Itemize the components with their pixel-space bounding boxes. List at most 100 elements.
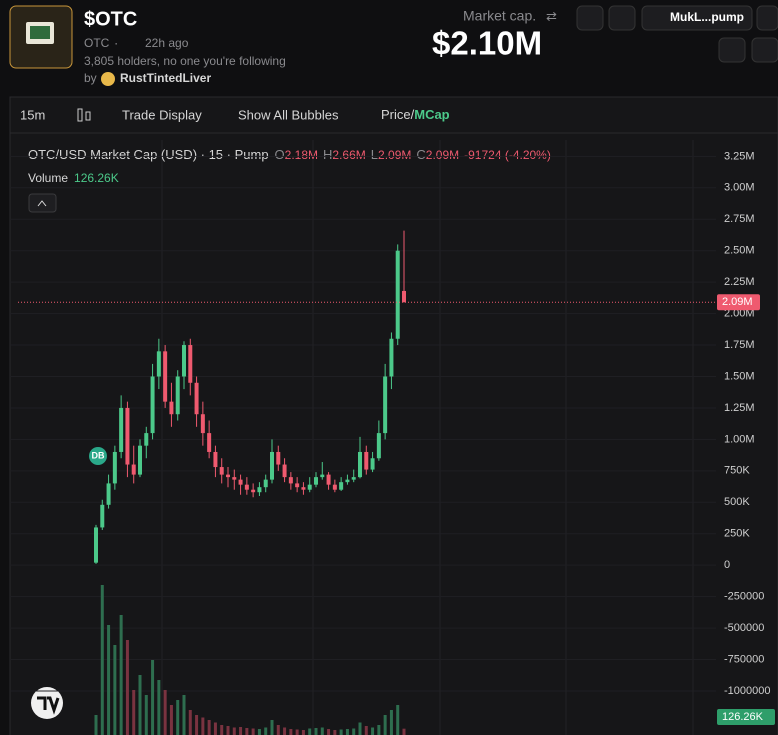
legend-o-label: O: [275, 147, 285, 162]
candle-body: [395, 250, 400, 339]
candle-body: [257, 487, 262, 493]
candle-icon[interactable]: [77, 108, 83, 122]
candle-body: [150, 376, 155, 434]
y-tick-label: 1.25M: [724, 402, 755, 414]
mcap-toggle: MCap: [414, 107, 449, 122]
collapse-icon: [37, 200, 47, 207]
candle-body: [376, 433, 381, 459]
volume-bar: [132, 690, 136, 735]
candle-body: [251, 489, 256, 493]
candle-body: [314, 477, 318, 485]
candle-icon: [85, 111, 91, 121]
star-button[interactable]: [756, 5, 778, 31]
volume-bar: [270, 720, 274, 735]
candle-body: [301, 487, 306, 490]
volume-bar: [352, 728, 356, 735]
token-title: $OTC: [84, 8, 137, 30]
volume-bar: [169, 705, 173, 735]
candle-body: [194, 382, 199, 415]
share-button[interactable]: [608, 5, 636, 31]
candle-body: [200, 414, 205, 434]
legend-c-label: C: [416, 147, 425, 162]
by: by: [84, 71, 97, 85]
market-cap-label: Market cap.: [463, 8, 536, 24]
volume-bar: [345, 729, 349, 735]
candle-body: [263, 479, 268, 488]
candle-body: [188, 345, 193, 383]
legend-h: 2.66M: [332, 148, 365, 162]
candle-body: [219, 467, 224, 475]
volume-bar: [339, 729, 343, 735]
candle-body: [138, 445, 142, 475]
volume-label-box: [717, 709, 775, 725]
candle-body: [163, 351, 168, 402]
tradingview-logo[interactable]: [31, 687, 63, 719]
volume-label: 126.26K: [722, 711, 764, 723]
candle-body: [144, 433, 149, 446]
candle-body: [125, 407, 130, 465]
volume-bar: [144, 695, 148, 735]
volume-bar: [276, 725, 280, 735]
dot: ·: [114, 35, 118, 50]
volume-bar: [239, 727, 243, 735]
show-bubbles[interactable]: Show All Bubbles: [238, 107, 339, 122]
candle-body: [175, 376, 180, 415]
candle-body: [282, 464, 287, 478]
volume-bar: [232, 727, 236, 735]
candle-body: [112, 451, 117, 484]
candle-body: [119, 407, 124, 452]
legend-change: -91724 (-4.20%): [464, 148, 551, 162]
volume-bar: [201, 717, 205, 735]
y-tick-label: 3.00M: [724, 182, 755, 194]
y-tick-label: -500000: [724, 622, 764, 634]
volume-bar: [283, 727, 287, 735]
volume-bar: [389, 710, 393, 735]
swap-icon[interactable]: ⇄: [546, 8, 557, 23]
grid-verticals: [161, 140, 694, 735]
candle-body: [326, 474, 331, 485]
x-button[interactable]: [718, 37, 746, 63]
candle-body: [370, 458, 375, 470]
volume-bar: [314, 728, 318, 735]
bubble-marker[interactable]: [89, 447, 107, 465]
volume-bar: [327, 729, 331, 735]
y-tick-label: 750K: [724, 465, 750, 477]
volume-bar: [138, 675, 142, 735]
y-tick-label: -750000: [724, 653, 764, 665]
candle-body: [94, 527, 98, 563]
volume-bar: [163, 690, 167, 735]
volume-bar: [157, 680, 161, 735]
candle-body: [156, 351, 161, 377]
volume-bar: [383, 715, 387, 735]
interval[interactable]: 15m: [20, 107, 45, 122]
candle-body: [213, 451, 218, 468]
volume-bar: [151, 660, 155, 735]
volume-bar: [100, 585, 104, 735]
y-tick-label: 2.50M: [724, 245, 755, 257]
volume-bar: [195, 715, 199, 735]
tradingview-mark: [37, 696, 60, 715]
bubble-label: DB: [92, 450, 105, 460]
price-mcap[interactable]: Price/MCap: [381, 107, 450, 122]
trade-display[interactable]: Trade Display: [122, 107, 202, 122]
volume-bar: [107, 625, 111, 735]
candle-body: [226, 474, 230, 478]
candle-body: [238, 479, 243, 485]
chart-panel: [9, 96, 778, 735]
creator-avatar: [101, 72, 115, 86]
creator[interactable]: RustTintedLiver: [120, 71, 211, 85]
price-label-box: [717, 294, 760, 311]
volume-bar: [182, 695, 186, 735]
contract-button[interactable]: [641, 5, 753, 31]
y-tick-label: 500K: [724, 496, 750, 508]
y-tick-label: -250000: [724, 591, 764, 603]
candle-body: [320, 474, 325, 478]
y-tick-label: 250K: [724, 528, 750, 540]
volume-bar: [125, 640, 129, 735]
collapse-button[interactable]: [28, 193, 57, 213]
web-button[interactable]: [751, 37, 778, 63]
legend: OTC/USD Market Cap (USD) · 15 · Pump O2.1…: [28, 147, 551, 162]
flash-button[interactable]: [576, 5, 604, 31]
volume-bar: [220, 725, 224, 735]
volume-bar: [94, 715, 98, 735]
